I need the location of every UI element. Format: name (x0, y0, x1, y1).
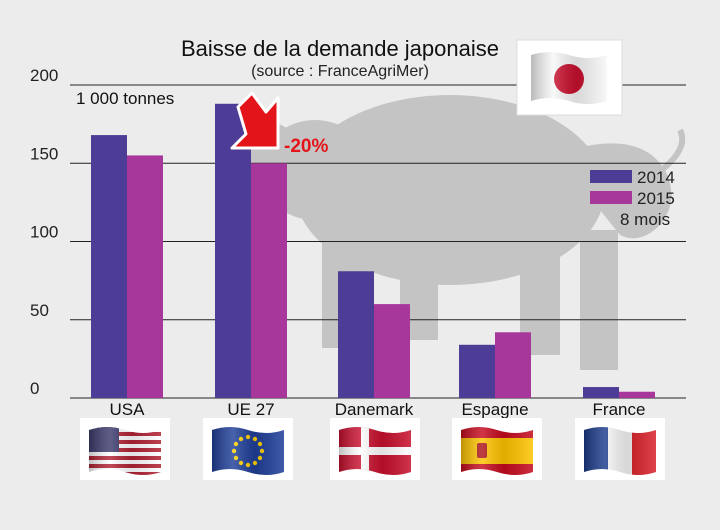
legend-label-2015: 2015 (637, 189, 675, 208)
y-axis: 0 50 100 150 200 (30, 66, 58, 398)
usa-flag-icon (80, 418, 170, 480)
category-flags (80, 418, 665, 480)
unit-label: 1 000 tonnes (76, 89, 174, 108)
x-axis: USA UE 27 Danemark Espagne France (110, 400, 646, 419)
y-tick-label: 100 (30, 223, 58, 242)
bar-2015-usa (127, 155, 163, 398)
pig-silhouette (235, 95, 686, 370)
bar-2015-danemark (374, 304, 410, 398)
bar-2015-espagne (495, 332, 531, 398)
bar-2014-espagne (459, 344, 495, 398)
y-tick-label: 50 (30, 301, 49, 320)
chart-title: Baisse de la demande japonaise (181, 36, 499, 61)
bar-2015-ue-27 (251, 163, 287, 398)
category-label: USA (110, 400, 146, 419)
bar-2014-ue-27 (215, 103, 251, 398)
category-label: Danemark (335, 400, 414, 419)
denmark-flag-icon (330, 418, 420, 480)
arrow-icon (230, 91, 280, 150)
spain-flag-icon (452, 418, 542, 480)
y-tick-label: 200 (30, 66, 58, 85)
bar-2014-danemark (338, 271, 374, 398)
category-label: Espagne (461, 400, 528, 419)
legend-swatch-2015 (590, 191, 632, 204)
bar-2015-france (619, 391, 655, 398)
japan-flag-icon (516, 39, 623, 116)
bar-2014-usa (91, 135, 127, 398)
decline-annotation: -20% (230, 91, 328, 157)
bar-2014-france (583, 387, 619, 398)
category-label: UE 27 (227, 400, 274, 419)
legend-note: 8 mois (620, 210, 670, 229)
bars (91, 103, 655, 398)
france-flag-icon (575, 418, 665, 480)
y-tick-label: 150 (30, 144, 58, 163)
legend-swatch-2014 (590, 170, 632, 183)
eu-flag-icon (203, 418, 293, 480)
annotation-label: -20% (284, 136, 328, 157)
y-tick-label: 0 (30, 379, 39, 398)
legend: 2014 2015 8 mois (590, 168, 675, 229)
chart-subtitle: (source : FranceAgriMer) (251, 63, 429, 80)
category-label: France (593, 400, 646, 419)
legend-label-2014: 2014 (637, 168, 675, 187)
